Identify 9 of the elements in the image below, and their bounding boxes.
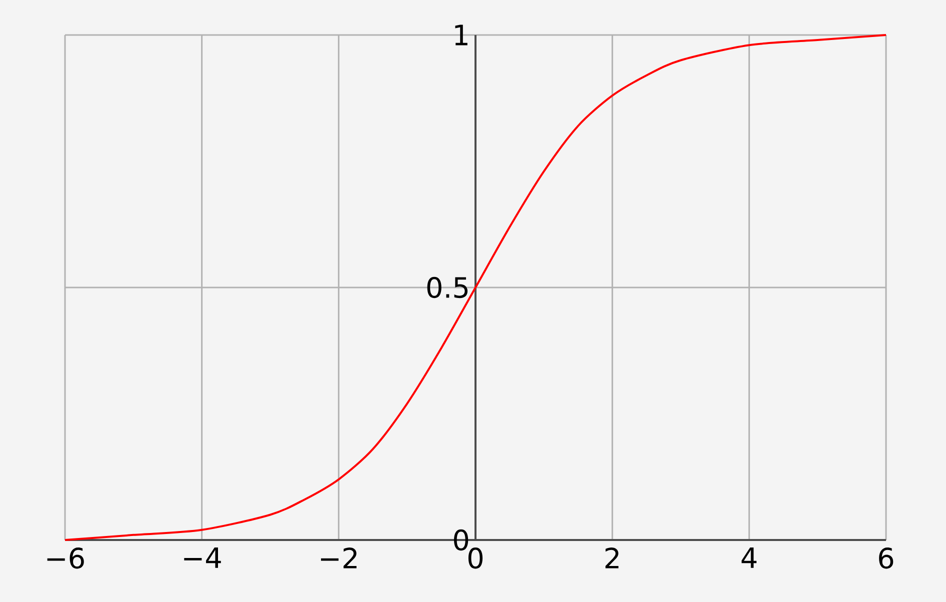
x-tick-label: 2 (605, 548, 618, 568)
x-tick-label: −2 (321, 548, 357, 568)
y-tick-label: 1 (455, 24, 468, 46)
x-tick-label: −6 (47, 548, 84, 569)
x-tick-label: 0 (468, 548, 483, 569)
x-tick-label: 4 (742, 548, 756, 568)
y-tick-label: 0.5 (427, 276, 468, 298)
x-tick-label: −4 (184, 548, 221, 568)
x-tick-label: 6 (879, 548, 894, 569)
